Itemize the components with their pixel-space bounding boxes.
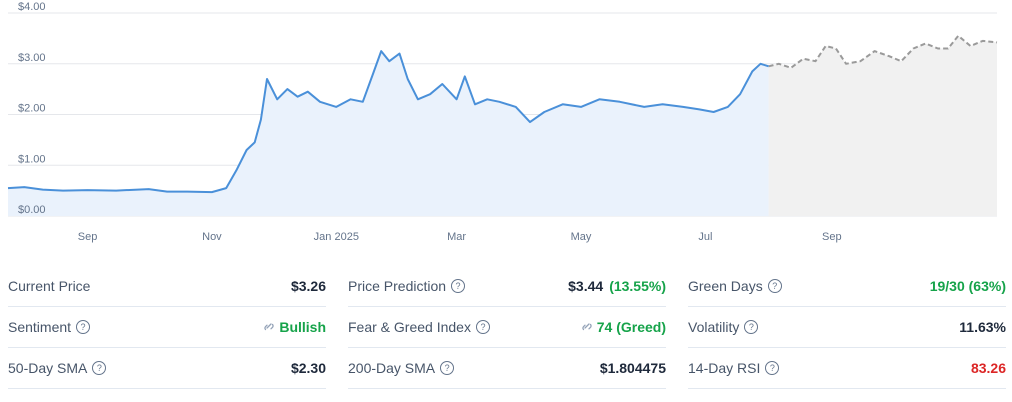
prediction-value: $3.44 bbox=[568, 278, 604, 294]
y-tick-label: $3.00 bbox=[18, 52, 46, 64]
fear-greed-value-wrapper[interactable]: 74 (Greed) bbox=[580, 319, 666, 335]
price-chart: $0.00 $1.00 $2.00 $3.00 $4.00 Sep Nov Jan 2025… bbox=[7, 1, 998, 243]
stat-row-rsi: 14-Day RSI? 83.26 bbox=[688, 348, 1006, 389]
y-axis-ticks: $0.00 $1.00 $2.00 $3.00 $4.00 bbox=[18, 1, 46, 216]
stat-label: 50-Day SMA? bbox=[8, 360, 107, 376]
sma200-value: $1.804475 bbox=[599, 360, 666, 376]
link-icon bbox=[264, 323, 275, 331]
y-tick-label: $4.00 bbox=[18, 1, 46, 13]
question-circle-icon[interactable]: ? bbox=[475, 320, 490, 334]
sma200-label: 200-Day SMA bbox=[348, 360, 436, 376]
question-circle-icon[interactable]: ? bbox=[744, 320, 759, 334]
current-price-value: $3.26 bbox=[290, 278, 326, 294]
rsi-value: 83.26 bbox=[970, 360, 1006, 376]
stats-column-2: Price Prediction? $3.44 (13.55%) Fear & … bbox=[348, 266, 666, 389]
question-circle-icon[interactable]: ? bbox=[440, 361, 455, 375]
stat-row-volatility: Volatility? 11.63% bbox=[688, 307, 1006, 348]
price-series-line bbox=[7, 50, 769, 194]
question-circle-icon[interactable]: ? bbox=[767, 279, 782, 293]
fear-greed-value: 74 (Greed) bbox=[596, 319, 666, 335]
price-area bbox=[7, 50, 769, 216]
stat-label: Current Price bbox=[8, 278, 90, 294]
x-tick-label: Mar bbox=[447, 231, 466, 243]
green-days-label: Green Days bbox=[688, 278, 763, 294]
x-tick-label: Jan 2025 bbox=[314, 231, 359, 243]
green-days-value: 19/30 (63%) bbox=[929, 278, 1006, 294]
forecast-series-line bbox=[768, 34, 998, 69]
x-tick-label: May bbox=[571, 231, 592, 243]
stat-row-current-price: Current Price $3.26 bbox=[8, 266, 326, 307]
y-tick-label: $1.00 bbox=[18, 153, 46, 165]
prediction-pct: (13.55%) bbox=[609, 278, 666, 294]
x-tick-label: Nov bbox=[202, 231, 222, 243]
link-icon bbox=[582, 323, 592, 331]
stat-row-prediction: Price Prediction? $3.44 (13.55%) bbox=[348, 266, 666, 307]
x-tick-label: Jul bbox=[698, 231, 712, 243]
fear-greed-label: Fear & Greed Index bbox=[348, 319, 471, 335]
prediction-value-wrapper: $3.44 (13.55%) bbox=[568, 278, 666, 294]
y-tick-label: $2.00 bbox=[18, 103, 46, 115]
stat-label: Sentiment? bbox=[8, 319, 91, 335]
stat-row-sentiment: Sentiment? Bullish bbox=[8, 307, 326, 348]
volatility-label: Volatility bbox=[688, 319, 740, 335]
forecast-series-fill bbox=[768, 35, 997, 216]
stat-label: 200-Day SMA? bbox=[348, 360, 455, 376]
x-axis-ticks: Sep Nov Jan 2025 Mar May Jul Sep bbox=[78, 231, 842, 243]
sentiment-value: Bullish bbox=[279, 319, 326, 335]
current-price-label: Current Price bbox=[8, 278, 91, 294]
sma50-value: $2.30 bbox=[290, 360, 326, 376]
question-circle-icon[interactable]: ? bbox=[92, 361, 107, 375]
stat-label: 14-Day RSI? bbox=[688, 360, 780, 376]
stats-column-3: Green Days? 19/30 (63%) Volatility? 11.6… bbox=[688, 266, 1006, 389]
stat-row-fear-greed: Fear & Greed Index? 74 (Greed) bbox=[348, 307, 666, 348]
stat-label: Fear & Greed Index? bbox=[348, 319, 490, 335]
question-circle-icon[interactable]: ? bbox=[451, 279, 466, 293]
stat-label: Volatility? bbox=[688, 319, 759, 335]
stat-label: Green Days? bbox=[688, 278, 782, 294]
stat-label: Price Prediction? bbox=[348, 278, 466, 294]
price-series-fill bbox=[8, 51, 769, 216]
rsi-label: 14-Day RSI bbox=[688, 360, 761, 376]
stats-column-1: Current Price $3.26 Sentiment? Bullish 5… bbox=[8, 266, 326, 389]
stat-row-green-days: Green Days? 19/30 (63%) bbox=[688, 266, 1006, 307]
sma50-label: 50-Day SMA bbox=[8, 360, 88, 376]
x-tick-label: Sep bbox=[822, 231, 842, 243]
sentiment-value-wrapper[interactable]: Bullish bbox=[262, 319, 326, 335]
stat-row-sma50: 50-Day SMA? $2.30 bbox=[8, 348, 326, 389]
y-tick-label: $0.00 bbox=[18, 204, 46, 216]
sentiment-label: Sentiment bbox=[8, 319, 72, 335]
forecast-area bbox=[768, 34, 998, 216]
x-tick-label: Sep bbox=[78, 231, 98, 243]
question-circle-icon[interactable]: ? bbox=[76, 320, 91, 334]
volatility-value: 11.63% bbox=[959, 319, 1006, 335]
prediction-label: Price Prediction bbox=[348, 278, 447, 294]
stat-row-sma200: 200-Day SMA? $1.804475 bbox=[348, 348, 666, 389]
question-circle-icon[interactable]: ? bbox=[765, 361, 780, 375]
